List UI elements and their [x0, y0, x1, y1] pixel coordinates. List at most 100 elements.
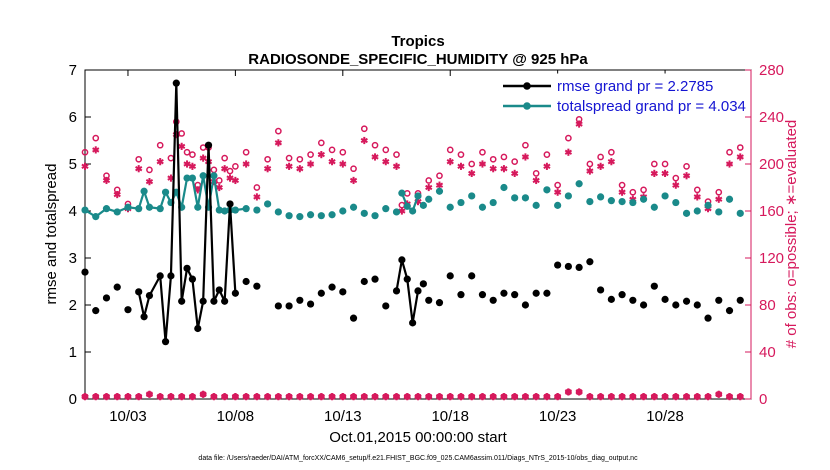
- rmse-point: [586, 258, 594, 266]
- obs-evaluated-point: [596, 162, 605, 170]
- obs-evaluated-stroke: [210, 393, 218, 400]
- x-tick-label: 10/13: [324, 408, 362, 425]
- totalspread-point: [188, 174, 197, 182]
- obs-evaluated-point: [113, 190, 121, 199]
- obs-evaluated-stroke: [489, 393, 497, 400]
- obs-evaluated-stroke: [135, 393, 143, 400]
- obs-evaluated-stroke: [736, 393, 744, 400]
- obs-possible-point: [726, 148, 733, 156]
- obs-evaluated-zero-point: [124, 393, 132, 401]
- rmse-point: [231, 289, 239, 297]
- rmse-point: [178, 297, 186, 305]
- totalspread-point: [618, 198, 626, 206]
- obs-evaluated-zero-point: [339, 393, 347, 401]
- rmse-point: [296, 296, 304, 304]
- rmse-point: [435, 299, 444, 307]
- rmse-point: [156, 272, 164, 280]
- x-tick-label: 10/28: [646, 408, 684, 425]
- obs-evaluated-stroke: [339, 393, 347, 400]
- obs-possible-point: [317, 139, 325, 147]
- obs-evaluated-stroke: [242, 161, 250, 167]
- obs-evaluated-point: [500, 165, 508, 173]
- obs-evaluated-point: [575, 120, 583, 128]
- obs-evaluated-point: [178, 142, 186, 150]
- totalspread-point: [183, 174, 191, 182]
- totalspread-point: [231, 206, 239, 214]
- rmse-point: [274, 302, 282, 310]
- obs-evaluated-zero-point: [693, 393, 701, 401]
- obs-evaluated-point: [306, 160, 315, 168]
- obs-evaluated-stroke: [178, 143, 186, 150]
- obs-evaluated-point: [543, 162, 551, 170]
- obs-evaluated-stroke: [725, 161, 734, 167]
- obs-evaluated-stroke: [446, 158, 454, 165]
- obs-evaluated-stroke: [435, 393, 444, 400]
- obs-evaluated-stroke: [285, 393, 293, 400]
- obs-evaluated-stroke: [489, 166, 497, 172]
- obs-evaluated-stroke: [215, 184, 223, 191]
- rmse-point: [682, 297, 691, 305]
- totalspread-point: [661, 192, 669, 200]
- totalspread-point: [124, 203, 132, 211]
- totalspread-point: [639, 195, 648, 203]
- obs-evaluated-stroke: [242, 393, 250, 400]
- totalspread-point: [317, 212, 325, 220]
- obs-evaluated-point: [554, 188, 562, 196]
- obs-evaluated-stroke: [102, 177, 111, 184]
- obs-evaluated-point: [672, 181, 680, 189]
- obs-evaluated-zero-point: [650, 393, 658, 401]
- totalspread-point: [682, 209, 691, 217]
- totalspread-point: [607, 197, 615, 205]
- totalspread-point: [156, 205, 164, 213]
- obs-evaluated-stroke: [349, 177, 358, 184]
- obs-possible-point: [81, 148, 89, 156]
- obs-possible-point: [253, 184, 261, 191]
- obs-evaluated-point: [521, 153, 530, 161]
- obs-evaluated-zero-point: [629, 393, 637, 401]
- obs-possible-point: [597, 153, 604, 161]
- obs-evaluated-zero-point: [145, 390, 154, 398]
- obs-evaluated-stroke: [156, 393, 164, 400]
- totalspread-point: [425, 195, 433, 203]
- obs-evaluated-stroke: [221, 393, 229, 400]
- rmse-point: [554, 261, 562, 269]
- obs-evaluated-stroke: [650, 393, 658, 400]
- rmse-point: [92, 307, 100, 315]
- obs-evaluated-stroke: [661, 170, 669, 177]
- obs-possible-point: [618, 181, 626, 189]
- obs-evaluated-zero-point: [296, 393, 304, 401]
- obs-evaluated-stroke: [511, 393, 519, 400]
- obs-evaluated-stroke: [457, 393, 465, 400]
- chart-subtitle: RADIOSONDE_SPECIFIC_HUMIDITY @ 925 hPa: [248, 51, 588, 68]
- obs-possible-point: [554, 181, 561, 189]
- rmse-point: [597, 286, 605, 294]
- rmse-point: [468, 272, 476, 280]
- obs-evaluated-stroke: [425, 184, 433, 191]
- obs-evaluated-stroke: [521, 154, 530, 160]
- legend-rmse-label: rmse grand pr = 2.2785: [557, 78, 713, 95]
- totalspread-point: [349, 203, 358, 211]
- rmse-point: [457, 291, 465, 299]
- obs-evaluated-stroke: [511, 170, 519, 177]
- y-axis-left-label: rmse and totalspread: [43, 164, 60, 305]
- obs-evaluated-point: [736, 153, 744, 161]
- obs-possible-point: [360, 125, 368, 133]
- rmse-point: [409, 319, 417, 327]
- obs-evaluated-stroke: [586, 393, 594, 400]
- totalspread-point: [532, 201, 540, 209]
- rmse-point: [500, 289, 508, 297]
- rmse-point: [382, 302, 390, 310]
- obs-evaluated-zero-point: [607, 393, 615, 401]
- obs-evaluated-stroke: [188, 163, 197, 170]
- obs-evaluated-stroke: [532, 177, 540, 184]
- obs-evaluated-stroke: [382, 158, 390, 165]
- obs-possible-point: [672, 174, 680, 182]
- rmse-point: [521, 301, 530, 309]
- obs-evaluated-point: [199, 154, 207, 162]
- rmse-point: [167, 272, 175, 280]
- rmse-point: [693, 301, 701, 309]
- obs-evaluated-zero-point: [253, 393, 261, 401]
- obs-evaluated-zero-point: [639, 393, 648, 401]
- rmse-point: [306, 300, 315, 308]
- rmse-point: [629, 296, 637, 304]
